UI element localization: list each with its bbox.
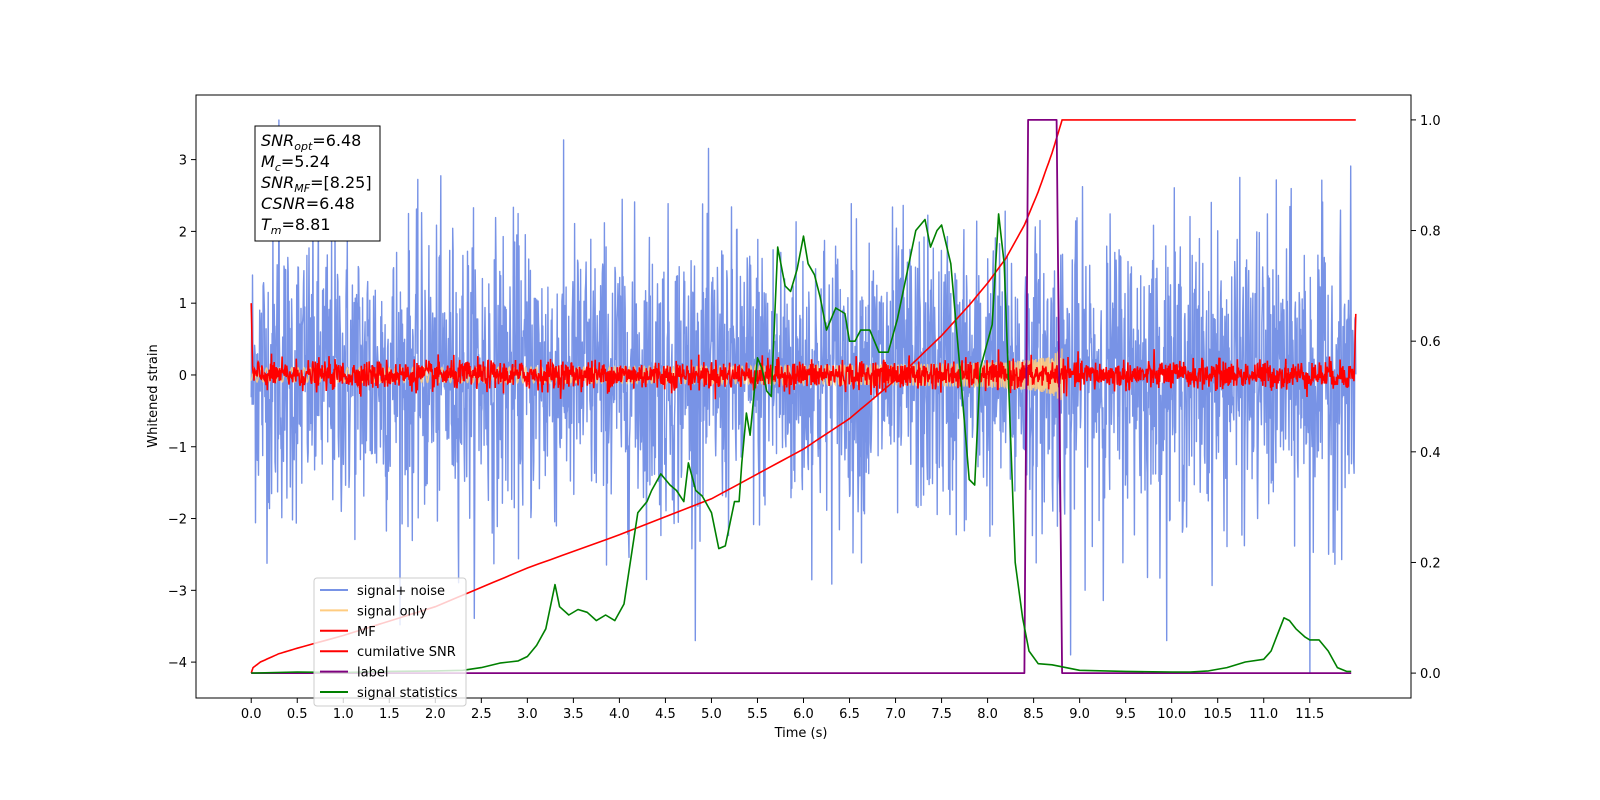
y-left-tick-label: 3 [179, 154, 187, 169]
x-tick-label: 2.5 [471, 707, 492, 722]
y-left-tick-label: −3 [168, 584, 187, 599]
x-tick-label: 10.5 [1203, 707, 1232, 722]
y-right-tick-label: 0.2 [1420, 556, 1441, 571]
y-axis-title: Whitened strain [146, 344, 161, 447]
x-tick-label: 6.5 [839, 707, 860, 722]
y-right-tick-label: 0.6 [1420, 335, 1441, 350]
y-right-tick-label: 1.0 [1420, 114, 1441, 129]
x-tick-label: 4.5 [655, 707, 676, 722]
y-left-tick-label: −2 [168, 513, 187, 528]
legend-entry-label: signal only [357, 604, 427, 619]
legend-frame [313, 577, 467, 707]
series-mf-line [250, 303, 1357, 400]
annotation-frame [254, 125, 381, 242]
y-right-tick-label: 0.8 [1420, 225, 1441, 240]
y-right-tick-label: 0.4 [1420, 446, 1441, 461]
x-tick-label: 9.5 [1115, 707, 1136, 722]
annotation-line: CSNR=6.48 [261, 194, 355, 213]
x-tick-label: 1.0 [333, 707, 354, 722]
y-axis-right: 0.0 0.2 0.4 0.6 0.8 1.0 [1411, 114, 1441, 682]
x-tick-label: 1.5 [379, 707, 400, 722]
series-signal-noise-line [250, 119, 1357, 674]
x-axis: 0.0 0.5 1.0 1.5 2.0 2.5 3.0 3.5 4.0 4.5 5.0 5.5 6.0 6… [241, 698, 1324, 722]
x-tick-label: 8.0 [977, 707, 998, 722]
x-axis-title: Time (s) [774, 726, 828, 741]
x-tick-label: 3.5 [563, 707, 584, 722]
legend-entry-label: MF [357, 625, 376, 640]
x-tick-label: 5.0 [701, 707, 722, 722]
y-right-tick-label: 0.0 [1420, 667, 1441, 682]
plot-area [250, 119, 1357, 674]
annotation-line: SNRMF=[8.25] [261, 173, 372, 195]
x-tick-label: 2.0 [425, 707, 446, 722]
legend-entry-label: cumilative SNR [357, 645, 456, 660]
x-tick-label: 5.5 [747, 707, 768, 722]
x-tick-label: 10.0 [1157, 707, 1186, 722]
x-tick-label: 3.0 [517, 707, 538, 722]
x-tick-label: 11.5 [1295, 707, 1324, 722]
x-tick-label: 8.5 [1023, 707, 1044, 722]
x-tick-label: 7.0 [885, 707, 906, 722]
annotation-line: Tm=8.81 [261, 215, 331, 237]
y-axis-left: −4 −3 −2 −1 0 1 2 3 [168, 154, 196, 671]
x-tick-label: 4.0 [609, 707, 630, 722]
legend: signal+ noise signal only MF cumilative SNR… [313, 577, 467, 707]
y-left-tick-label: −4 [168, 656, 187, 671]
legend-entry-label: signal+ noise [357, 584, 445, 599]
x-tick-label: 0.5 [287, 707, 308, 722]
x-tick-label: 7.5 [931, 707, 952, 722]
series-signal-statistics-line [251, 213, 1352, 674]
x-tick-label: 6.0 [793, 707, 814, 722]
y-left-tick-label: 2 [179, 225, 187, 240]
annotation-line: Mc=5.24 [261, 152, 330, 174]
legend-entry-label: label [357, 666, 388, 681]
y-left-tick-label: 1 [179, 297, 187, 312]
y-left-tick-label: 0 [179, 369, 187, 384]
x-tick-label: 9.0 [1069, 707, 1090, 722]
annotation-line: SNRopt=6.48 [261, 131, 361, 153]
legend-entry-label: signal statistics [357, 686, 458, 701]
y-left-tick-label: −1 [168, 441, 187, 456]
series-label-line [251, 119, 1352, 674]
x-tick-label: 0.0 [241, 707, 262, 722]
x-tick-label: 11.0 [1249, 707, 1278, 722]
series-cumulative-snr-line [250, 119, 1356, 674]
